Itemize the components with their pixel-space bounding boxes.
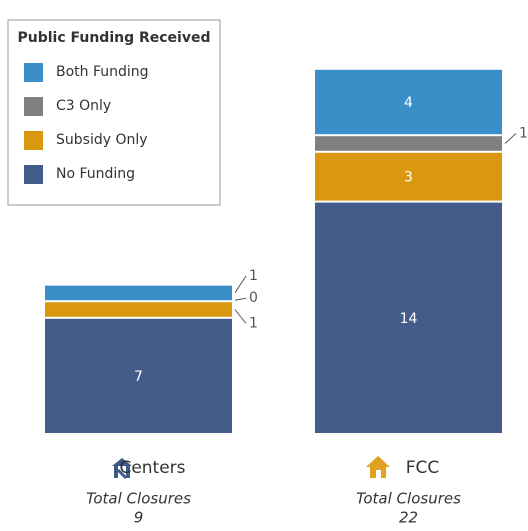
total-value: 22 bbox=[399, 509, 418, 527]
legend-title: Public Funding Received bbox=[17, 30, 210, 46]
total-label: Total Closures bbox=[356, 490, 461, 508]
value-label: 14 bbox=[400, 311, 418, 327]
value-label: 3 bbox=[404, 170, 413, 186]
leader-line bbox=[504, 133, 517, 144]
category-label: FCC bbox=[406, 458, 440, 478]
leader-line bbox=[234, 275, 247, 294]
legend-label: No Funding bbox=[56, 166, 135, 182]
value-label: 4 bbox=[404, 95, 413, 111]
centers-icon bbox=[112, 458, 132, 480]
value-label: 1 bbox=[519, 126, 528, 142]
bar-segment bbox=[315, 136, 502, 151]
total-label: Total Closures bbox=[86, 490, 191, 508]
legend-swatch bbox=[24, 131, 43, 150]
legend-box bbox=[7, 19, 221, 206]
bar-segment bbox=[315, 202, 502, 433]
legend-label: Subsidy Only bbox=[56, 132, 148, 148]
bar-segment bbox=[45, 302, 232, 317]
bar-segment bbox=[315, 152, 502, 201]
legend-swatch bbox=[24, 63, 43, 82]
value-label: 7 bbox=[134, 369, 143, 385]
bar-segment bbox=[45, 285, 232, 301]
legend-swatch bbox=[24, 97, 43, 116]
legend-label: C3 Only bbox=[56, 98, 111, 114]
bar-segment bbox=[45, 318, 232, 433]
value-label: 0 bbox=[249, 290, 258, 306]
total-value: 9 bbox=[134, 509, 144, 527]
bar-segment bbox=[315, 69, 502, 135]
value-label: 1 bbox=[249, 268, 258, 284]
fcc-icon bbox=[366, 456, 390, 478]
category-label: Centers bbox=[119, 458, 185, 478]
value-label: 1 bbox=[249, 316, 258, 332]
legend-swatch bbox=[24, 165, 43, 184]
leader-line bbox=[234, 297, 247, 301]
legend-label: Both Funding bbox=[56, 64, 149, 80]
leader-line bbox=[234, 309, 247, 324]
